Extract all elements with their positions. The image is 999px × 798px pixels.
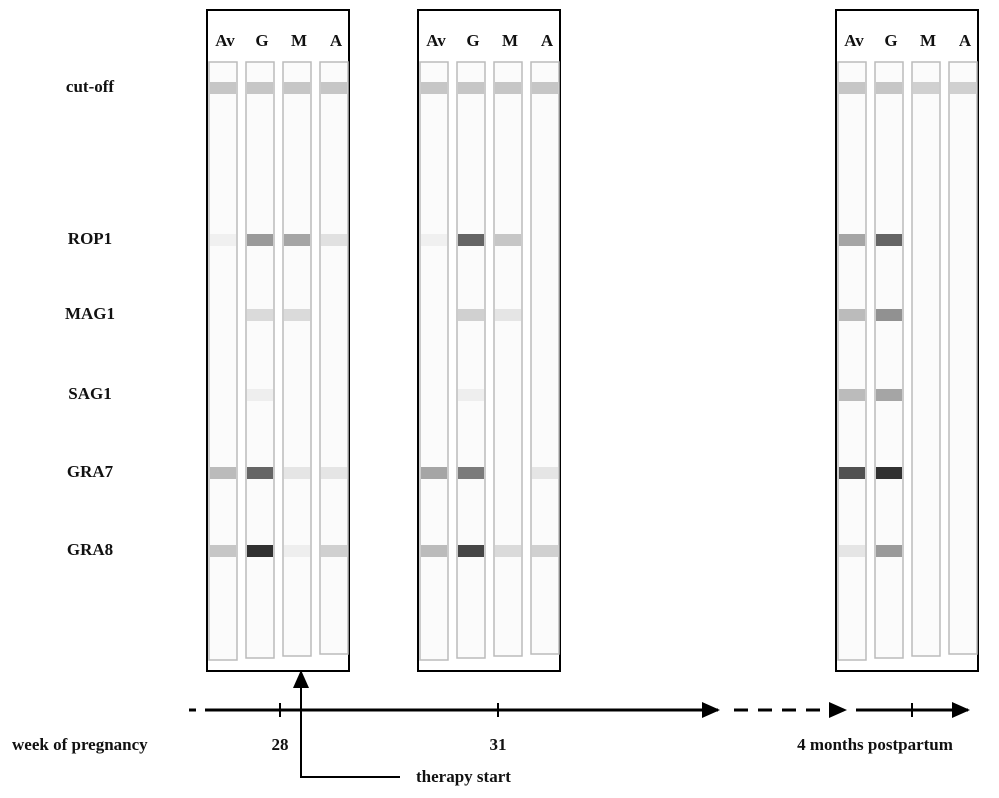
band bbox=[247, 234, 273, 246]
strip bbox=[837, 61, 867, 661]
band bbox=[839, 389, 865, 401]
band bbox=[321, 545, 347, 557]
band bbox=[247, 309, 273, 321]
timeline bbox=[189, 670, 970, 778]
therapy-label: therapy start bbox=[416, 767, 511, 786]
band bbox=[495, 309, 521, 321]
tick-label: 31 bbox=[490, 735, 507, 754]
band bbox=[458, 234, 484, 246]
band bbox=[421, 467, 447, 479]
strip bbox=[456, 61, 486, 659]
lane-label: Av bbox=[215, 31, 235, 50]
band bbox=[876, 545, 902, 557]
row-label: MAG1 bbox=[65, 304, 115, 323]
band bbox=[247, 389, 273, 401]
band bbox=[321, 234, 347, 246]
band bbox=[532, 545, 558, 557]
band bbox=[532, 82, 558, 94]
band bbox=[421, 234, 447, 246]
row-label: cut-off bbox=[66, 77, 114, 96]
row-label: GRA7 bbox=[67, 462, 114, 481]
band bbox=[839, 309, 865, 321]
strip bbox=[948, 61, 978, 655]
band bbox=[876, 82, 902, 94]
band bbox=[247, 467, 273, 479]
strip bbox=[874, 61, 904, 659]
lane-label: A bbox=[330, 31, 343, 50]
band bbox=[210, 82, 236, 94]
lane-label: G bbox=[884, 31, 897, 50]
band bbox=[458, 545, 484, 557]
strip bbox=[245, 61, 275, 659]
tick-label: 28 bbox=[272, 735, 289, 754]
band bbox=[532, 467, 558, 479]
blot-panel: Av G M A bbox=[417, 9, 561, 672]
row-label: GRA8 bbox=[67, 540, 113, 559]
band bbox=[876, 389, 902, 401]
band bbox=[284, 234, 310, 246]
row-label: ROP1 bbox=[68, 229, 112, 248]
lane-label: M bbox=[291, 31, 307, 50]
lane-label: M bbox=[502, 31, 518, 50]
lane-label: G bbox=[466, 31, 479, 50]
band bbox=[876, 467, 902, 479]
band bbox=[876, 309, 902, 321]
strip bbox=[208, 61, 238, 661]
band bbox=[210, 234, 236, 246]
row-label: SAG1 bbox=[68, 384, 111, 403]
therapy-arrow bbox=[293, 670, 400, 778]
band bbox=[247, 545, 273, 557]
band bbox=[495, 234, 521, 246]
strip bbox=[319, 61, 349, 655]
strip bbox=[530, 61, 560, 655]
band bbox=[284, 82, 310, 94]
band bbox=[495, 545, 521, 557]
band bbox=[458, 389, 484, 401]
lane-label: A bbox=[541, 31, 554, 50]
blot-panel: Av G M A bbox=[835, 9, 979, 672]
band bbox=[284, 467, 310, 479]
strip bbox=[419, 61, 449, 661]
band bbox=[210, 467, 236, 479]
lane-label: M bbox=[920, 31, 936, 50]
lane-label: Av bbox=[426, 31, 446, 50]
band bbox=[321, 82, 347, 94]
lane-label: G bbox=[255, 31, 268, 50]
band bbox=[839, 545, 865, 557]
strip bbox=[282, 61, 312, 657]
tick-label: 4 months postpartum bbox=[797, 735, 953, 754]
band bbox=[950, 82, 976, 94]
strip bbox=[911, 61, 941, 657]
band bbox=[458, 467, 484, 479]
band bbox=[458, 309, 484, 321]
timeline-label: week of pregnancy bbox=[12, 735, 148, 754]
band bbox=[495, 82, 521, 94]
band bbox=[458, 82, 484, 94]
band bbox=[247, 82, 273, 94]
band bbox=[839, 82, 865, 94]
band bbox=[284, 309, 310, 321]
band bbox=[321, 467, 347, 479]
strip bbox=[493, 61, 523, 657]
band bbox=[876, 234, 902, 246]
band bbox=[839, 234, 865, 246]
band bbox=[913, 82, 939, 94]
band bbox=[210, 545, 236, 557]
blot-panel: Av G M A bbox=[206, 9, 350, 672]
band bbox=[839, 467, 865, 479]
band bbox=[421, 82, 447, 94]
lane-label: Av bbox=[844, 31, 864, 50]
lane-label: A bbox=[959, 31, 972, 50]
band bbox=[284, 545, 310, 557]
band bbox=[421, 545, 447, 557]
